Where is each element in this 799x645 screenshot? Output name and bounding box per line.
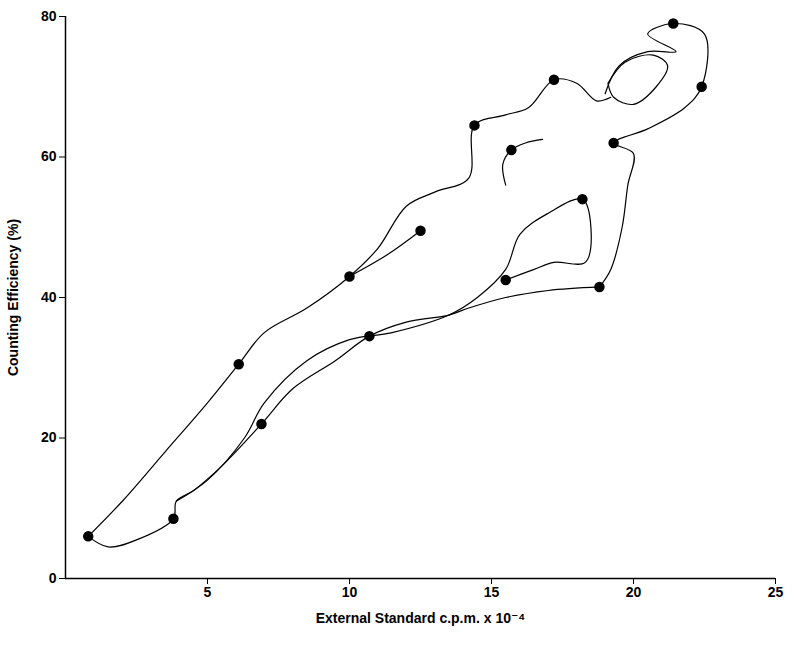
svg-text:40: 40	[41, 289, 57, 305]
svg-text:15: 15	[484, 584, 500, 600]
svg-text:60: 60	[41, 148, 57, 164]
svg-text:5: 5	[204, 584, 212, 600]
svg-text:20: 20	[41, 429, 57, 445]
svg-text:25: 25	[768, 584, 784, 600]
svg-text:Counting Efficiency (%): Counting Efficiency (%)	[5, 219, 21, 376]
svg-text:External Standard c.p.m. x 10⁻: External Standard c.p.m. x 10⁻⁴	[316, 610, 526, 626]
svg-text:80: 80	[41, 8, 57, 24]
svg-text:0: 0	[49, 570, 57, 586]
svg-text:20: 20	[626, 584, 642, 600]
svg-text:10: 10	[342, 584, 358, 600]
